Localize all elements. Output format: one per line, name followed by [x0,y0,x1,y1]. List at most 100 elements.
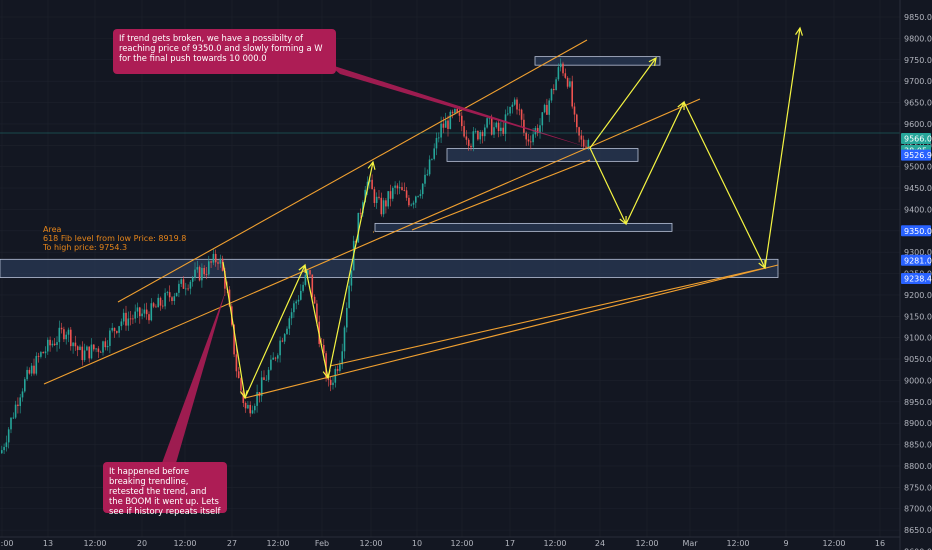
candle-body [26,369,28,380]
candle-body [116,331,118,333]
candle-body [251,410,254,414]
time-tick-label: 20 [137,539,147,548]
candle-body [164,292,166,307]
candle-body [405,190,408,198]
top-annotation-note: If trend gets broken, we have a possibil… [113,29,336,74]
candle-body [359,212,362,214]
candle-body [7,429,10,443]
candle-body [518,109,521,111]
time-tick-label: 12:00 [822,539,845,548]
candle-body [431,158,433,160]
candle-body [295,301,297,304]
candle-body [134,311,136,319]
candle-body [14,404,17,418]
candle-body [548,100,550,115]
candle-body [559,63,562,68]
candle-body [481,132,484,137]
candle-body [37,355,40,357]
candle-body [435,137,438,149]
price-tick-label: 9000.0 [904,376,932,385]
price-badge [901,132,931,144]
candle-body [221,258,224,271]
candle-body [293,303,295,313]
candle-body [410,204,412,206]
candle-body [24,379,26,392]
candle-body [182,279,185,289]
candle-body [350,270,353,286]
candle-body [309,270,311,275]
price-tick-label: 8750.0 [904,483,932,492]
candle-body [553,89,555,91]
candle-body [543,104,546,113]
projection-line [222,261,246,399]
candle-body [260,377,263,397]
candle-body [99,351,102,353]
candle-body [120,321,123,327]
price-tick-label: 9750.0 [904,56,932,65]
candle-body [479,132,481,140]
price-badge [901,225,931,237]
price-tick-label: 9100.0 [904,334,932,343]
time-tick-label: 12:00 [0,539,14,548]
price-tick-label: 9150.0 [904,312,932,321]
candle-body [357,212,360,243]
time-tick-label: 12:00 [635,539,658,548]
candle-body [408,197,410,206]
time-tick-label: 10 [412,539,422,548]
candle-body [403,190,406,191]
candle-body [546,104,548,115]
candle-body [550,89,553,101]
candle-body [474,131,477,132]
candle-body [189,281,192,289]
price-tick-label: 8950.0 [904,398,932,407]
candle-body [83,350,86,361]
candle-body [127,318,130,326]
callout-pointers [162,64,590,463]
candle-body [580,135,583,140]
candle-body [122,312,125,322]
candle-body [306,270,309,275]
candle-body [382,200,385,215]
candle-body [44,351,47,354]
candle-body [139,307,141,317]
candle-body [12,417,15,419]
candle-body [463,126,465,137]
candle-body [19,397,21,407]
candle-body [507,113,509,115]
trendline [117,39,588,303]
candle-body [168,292,171,298]
candle-body [313,296,316,304]
price-zone [446,148,639,162]
price-tick-label: 9650.0 [904,99,932,108]
candle-body [72,342,74,347]
candle-body [214,253,217,263]
candle-body [509,106,511,114]
candle-body [316,303,318,322]
projection-line [244,264,306,399]
candle-body [17,404,19,407]
candle-body [10,417,12,430]
candle-body [63,329,65,340]
candle-body [394,185,396,188]
candle-body [109,330,111,346]
candle-body [35,355,38,374]
candle-body [162,305,164,307]
candle-body [102,341,104,353]
candle-body [523,119,525,133]
projection-arrowhead [648,56,657,66]
candle-body [159,297,162,306]
candle-body [369,179,371,182]
time-tick-label: Feb [315,539,329,548]
time-tick-label: Mar [682,539,698,548]
candle-body [171,297,173,302]
candle-body [449,111,452,129]
candle-body [244,402,247,409]
candle-body [208,261,210,275]
projection-arrowhead [795,26,803,36]
time-tick-label: 17 [505,539,515,548]
candle-body [470,145,472,148]
candle-body [346,307,348,328]
candle-body [419,194,422,196]
candle-body [566,77,569,87]
